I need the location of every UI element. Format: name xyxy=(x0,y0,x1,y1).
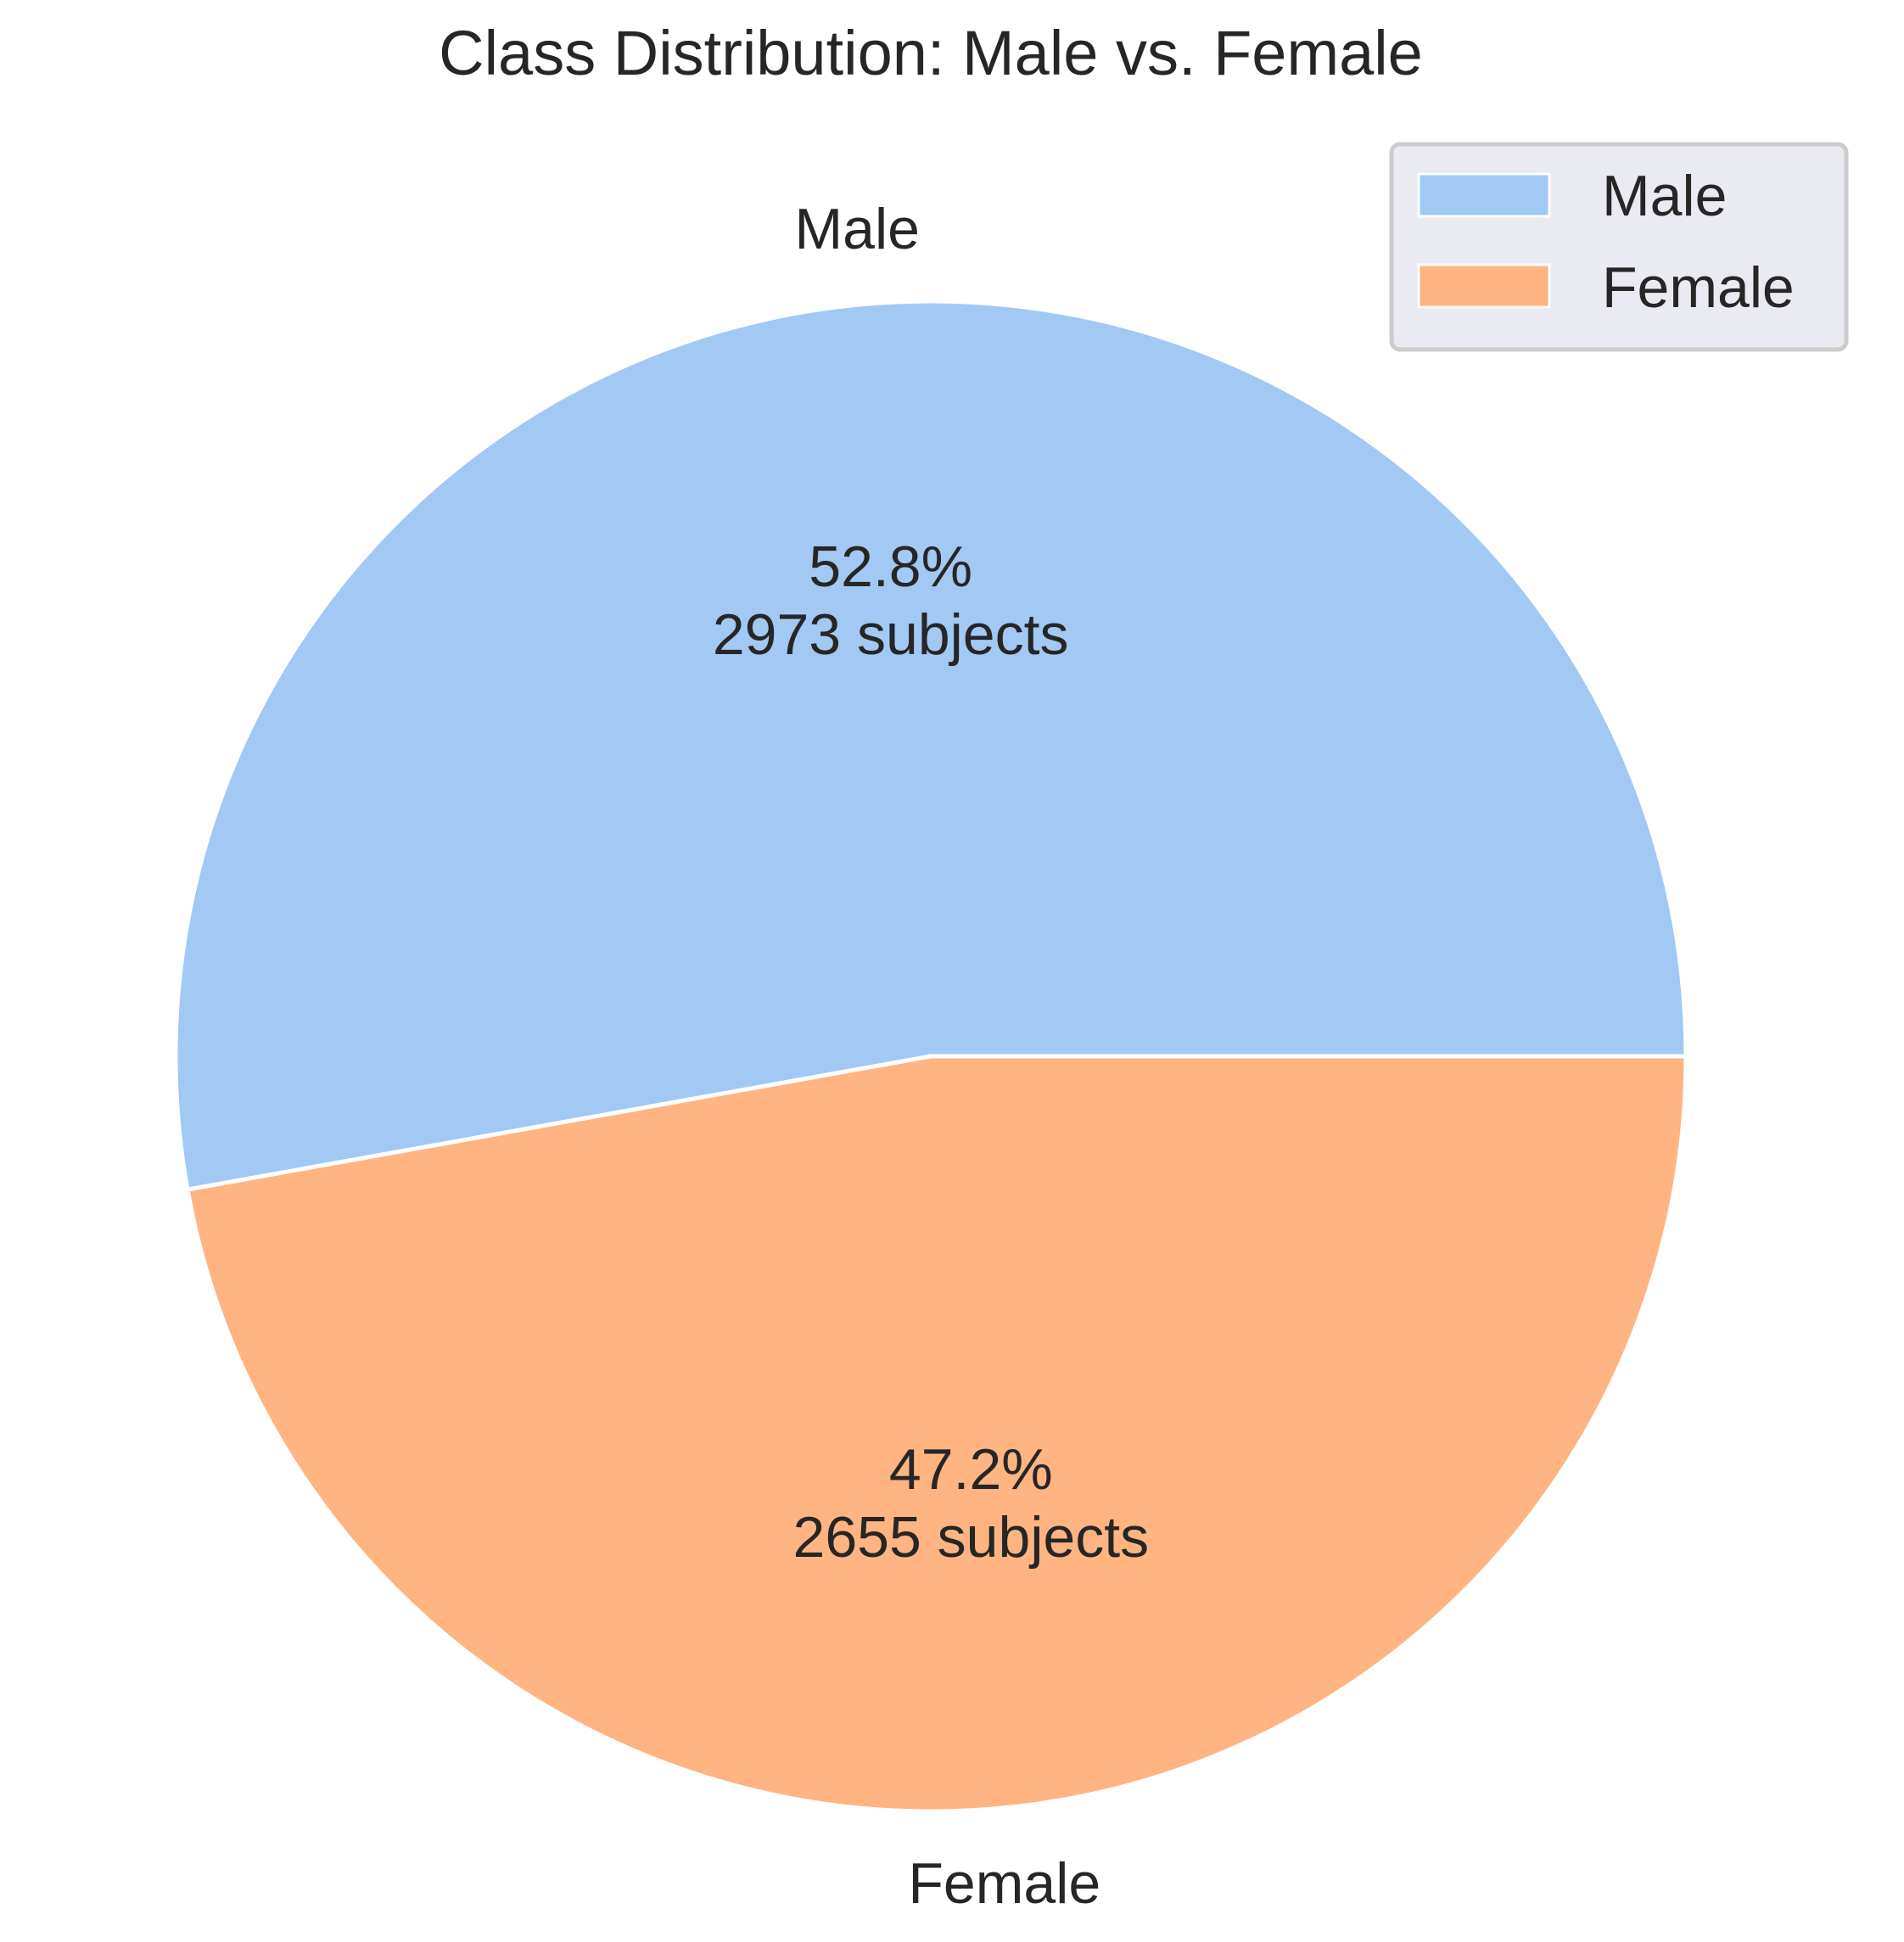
slice-label-male: Male xyxy=(795,197,920,261)
slice-value-label-male: 52.8% 2973 subjects xyxy=(713,534,1069,667)
slice-count-male: 2973 subjects xyxy=(713,602,1069,667)
slice-percent-female: 47.2% xyxy=(889,1437,1053,1502)
legend-swatch-male xyxy=(1417,172,1551,218)
pie-slice-female xyxy=(185,1054,1688,1814)
slice-value-label-female: 47.2% 2655 subjects xyxy=(793,1437,1150,1570)
slice-percent-male: 52.8% xyxy=(809,534,972,599)
pie-slice-male xyxy=(173,299,1688,1192)
slice-count-female: 2655 subjects xyxy=(793,1505,1150,1570)
legend-label-female: Female xyxy=(1602,255,1795,320)
chart-title: Class Distribution: Male vs. Female xyxy=(439,18,1423,88)
slice-value-labels: 52.8% 2973 subjects 47.2% 2655 subjects xyxy=(713,534,1149,1570)
slice-label-female: Female xyxy=(908,1851,1100,1916)
legend: Male Female xyxy=(1389,142,1849,352)
pie-slices xyxy=(173,299,1688,1814)
slice-category-labels: Male Female xyxy=(795,197,1101,1916)
legend-swatch-female xyxy=(1417,263,1551,309)
legend-label-male: Male xyxy=(1602,164,1727,228)
